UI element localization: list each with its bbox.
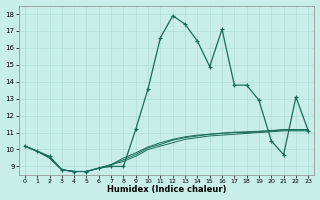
X-axis label: Humidex (Indice chaleur): Humidex (Indice chaleur) (107, 185, 226, 194)
